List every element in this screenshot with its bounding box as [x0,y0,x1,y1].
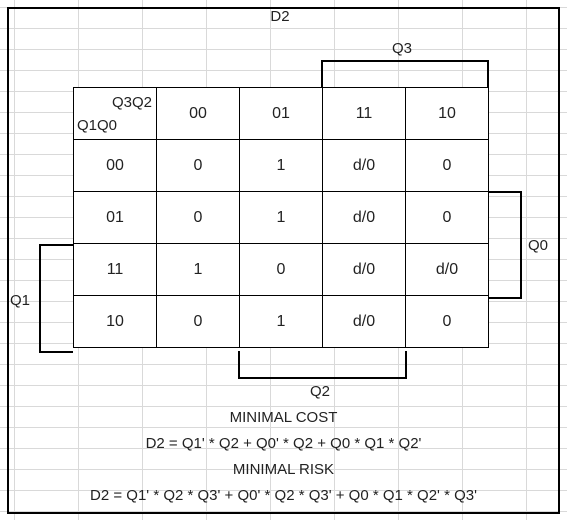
bracket-q0 [487,191,522,299]
row-header: 01 [73,191,157,244]
table-row: 01 0 1 d/0 0 [73,191,489,244]
column-header: 10 [405,87,489,140]
bracket-q0-label: Q0 [528,237,549,254]
diagram-frame [7,7,560,514]
map-cell: 1 [239,191,323,244]
bracket-q3 [321,60,489,88]
map-cell: d/0 [405,243,489,296]
column-header: 11 [322,87,406,140]
bracket-q3-label: Q3 [392,40,413,57]
corner-cell: Q3Q2 Q1Q0 [73,87,157,140]
column-header: 01 [239,87,323,140]
bracket-q1 [39,244,73,353]
map-cell: 0 [156,295,240,348]
map-cell: 1 [156,243,240,296]
map-title: D2 [270,8,290,25]
corner-bottom-label: Q1Q0 [77,117,118,134]
map-cell: 0 [156,139,240,192]
column-header: 00 [156,87,240,140]
minimal-risk-equation: D2 = Q1' * Q2 * Q3' + Q0' * Q2 * Q3' + Q… [90,487,477,504]
map-cell: d/0 [322,139,406,192]
map-cell: 0 [405,139,489,192]
map-cell: 1 [239,295,323,348]
map-cell: d/0 [322,295,406,348]
corner-top-label: Q3Q2 [111,94,152,111]
row-header: 10 [73,295,157,348]
table-row: 10 0 1 d/0 0 [73,295,489,348]
map-cell: 0 [239,243,323,296]
bracket-q1-label: Q1 [10,292,31,309]
bracket-q2-label: Q2 [310,383,331,400]
header-row: Q3Q2 Q1Q0 00 01 11 10 [73,87,489,140]
bracket-q2 [238,351,407,379]
minimal-cost-equation: D2 = Q1' * Q2 + Q0' * Q2 + Q0 * Q1 * Q2' [145,435,422,452]
table-row: 00 0 1 d/0 0 [73,139,489,192]
map-cell: 0 [405,295,489,348]
map-cell: 0 [156,191,240,244]
map-cell: 1 [239,139,323,192]
table-row: 11 1 0 d/0 d/0 [73,243,489,296]
minimal-risk-heading: MINIMAL RISK [232,461,335,478]
row-header: 00 [73,139,157,192]
karnaugh-map: Q3Q2 Q1Q0 00 01 11 10 00 0 1 d/0 0 01 0 … [73,87,489,348]
map-cell: d/0 [322,191,406,244]
map-cell: d/0 [322,243,406,296]
map-cell: 0 [405,191,489,244]
row-header: 11 [73,243,157,296]
minimal-cost-heading: MINIMAL COST [229,409,338,426]
